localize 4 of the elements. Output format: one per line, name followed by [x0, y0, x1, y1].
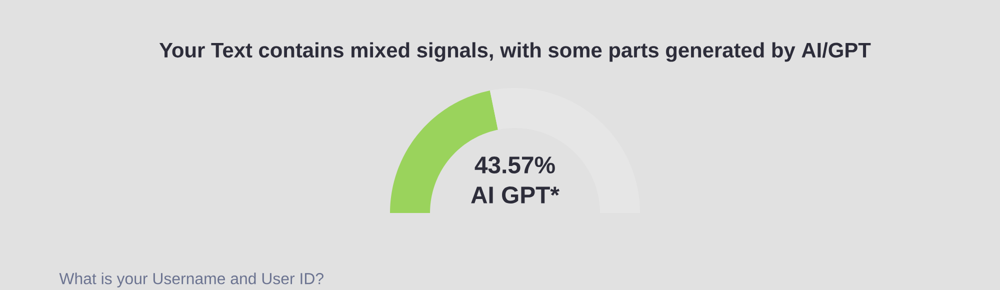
text: What is your Username and User ID? — [59, 272, 324, 288]
text: 43.57% — [474, 156, 555, 174]
text: AI GPT* — [471, 186, 560, 204]
chart-title: Your Text contains mixed signals, with some parts generated by AI/GPT — [159, 42, 871, 62]
